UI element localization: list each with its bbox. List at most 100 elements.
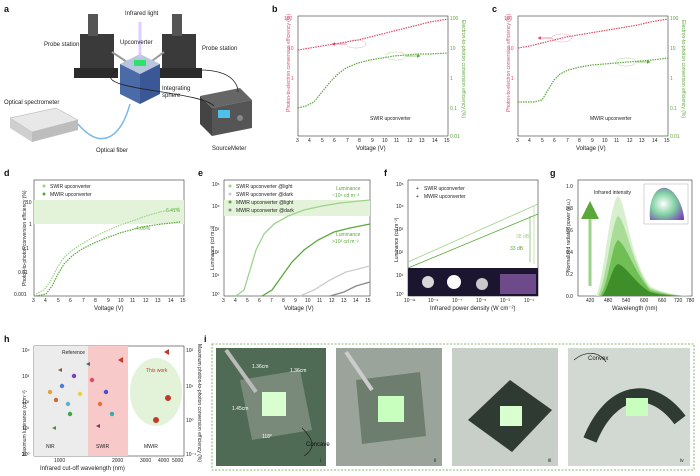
svg-text:780: 780 — [686, 298, 695, 304]
svg-text:0.1: 0.1 — [670, 106, 677, 112]
svg-text:10³: 10³ — [22, 374, 30, 380]
plot-e-frame — [223, 179, 371, 297]
plot-h-region-nir: NIR — [46, 444, 55, 450]
svg-text:10: 10 — [305, 298, 311, 304]
sub-label-iii: iii — [548, 458, 551, 464]
cie-diagram — [649, 187, 684, 220]
svg-text:SWIR upconverter: SWIR upconverter — [424, 186, 465, 192]
svg-text:1.0: 1.0 — [566, 184, 573, 190]
plot-e-series-swir-light — [235, 199, 371, 297]
dim-label-3: 1.45cm — [232, 406, 248, 412]
svg-text:0.01: 0.01 — [450, 134, 460, 140]
svg-text:10⁰: 10⁰ — [396, 292, 404, 298]
plot-d-annotation-swir: 6.41% — [166, 208, 181, 214]
svg-text:2000: 2000 — [112, 458, 123, 464]
svg-text:14: 14 — [652, 138, 658, 144]
svg-text:0.1: 0.1 — [22, 246, 29, 252]
svg-text:5: 5 — [246, 298, 249, 304]
label-upconverter: Upconverter — [120, 40, 153, 46]
plot-e-legend: SWIR upconverter @light SWIR upconverter… — [228, 184, 294, 214]
plot-d-legend-mwir: MWIR upconverter — [50, 192, 92, 198]
panel-d: d Photon-to-photon conversion efficiency… — [4, 168, 186, 312]
svg-text:12: 12 — [143, 298, 149, 304]
plot-b-series-pe — [297, 18, 449, 51]
plot-c-x-ticks: 3 4 5 6 7 8 9 10 11 12 13 14 15 — [516, 138, 670, 144]
svg-text:6: 6 — [333, 138, 336, 144]
concave-label: Concave — [306, 442, 330, 448]
svg-text:10⁻³: 10⁻³ — [500, 298, 510, 304]
integrating-sphere-illustration — [120, 22, 160, 104]
plot-d-y-ticks: 10 1 0.1 0.01 0.001 — [14, 200, 32, 298]
svg-text:0.8: 0.8 — [566, 206, 573, 212]
svg-text:10: 10 — [382, 138, 388, 144]
spectrum-band-4 — [602, 264, 692, 296]
svg-text:420: 420 — [586, 298, 595, 304]
svg-text:10²: 10² — [396, 250, 404, 256]
plot-f-legend: + SWIR upconverter + MWIR upconverter — [416, 186, 466, 200]
panel-label-i: i — [204, 334, 207, 344]
svg-text:13: 13 — [155, 298, 161, 304]
plot-c-series-pe — [517, 18, 669, 49]
label-integrating: Integrating — [162, 86, 190, 92]
svg-text:5: 5 — [321, 138, 324, 144]
photo-moon-1 — [422, 276, 434, 288]
svg-text:10⁻⁹: 10⁻⁹ — [428, 298, 438, 304]
plot-b-frame — [297, 15, 449, 137]
plot-b-y1-ticks: 100 10 1 — [284, 16, 294, 82]
panel-f: f Luminance (cd m⁻²) Infrared power dens… — [384, 168, 539, 312]
svg-text:0.001: 0.001 — [14, 292, 27, 298]
svg-text:10¹: 10¹ — [186, 384, 194, 390]
svg-text:8: 8 — [94, 298, 97, 304]
svg-text:10: 10 — [118, 298, 124, 304]
svg-text:5000: 5000 — [172, 458, 183, 464]
plot-b-series-ep — [297, 52, 449, 109]
svg-text:10: 10 — [26, 200, 32, 206]
svg-text:+: + — [416, 186, 419, 192]
panel-label-f: f — [384, 168, 388, 178]
plot-h-y2-ticks: 10² 10¹ 10⁰ 10⁻¹ — [186, 348, 196, 458]
svg-text:10: 10 — [670, 46, 676, 52]
svg-text:6: 6 — [69, 298, 72, 304]
panel-c: c Photon-to-electron conversion efficien… — [492, 4, 686, 152]
plot-f-annotation-38db: 38 dB — [516, 234, 530, 240]
svg-text:SWIR upconverter @dark: SWIR upconverter @dark — [236, 192, 294, 198]
plot-d-legend-swir: SWIR upconverter — [50, 184, 91, 190]
photo-i-iii — [452, 348, 558, 466]
plot-c-y2-label: Electron-to-photon conversion efficiency… — [680, 20, 686, 118]
svg-text:10⁵: 10⁵ — [212, 182, 220, 188]
svg-text:1: 1 — [511, 76, 514, 82]
svg-text:9: 9 — [107, 298, 110, 304]
svg-text:0.0: 0.0 — [566, 294, 573, 300]
plot-g-x-ticks: 420 480 540 600 660 720 780 — [586, 298, 695, 304]
plot-g-x-label: Wavelength (nm) — [612, 306, 657, 312]
svg-text:3: 3 — [222, 298, 225, 304]
plot-d-x-ticks: 3 4 5 6 7 8 9 10 11 12 13 14 15 — [32, 298, 186, 304]
svg-text:10⁴: 10⁴ — [212, 204, 220, 210]
panel-a: a — [4, 4, 252, 154]
svg-text:1: 1 — [29, 222, 32, 228]
plot-b-note: SWIR upconverter — [370, 116, 411, 122]
plot-f-y-label: Luminance (cd m⁻²) — [394, 217, 400, 262]
plot-f-fit-swir — [407, 203, 539, 263]
svg-text:14: 14 — [353, 298, 359, 304]
svg-text:4: 4 — [44, 298, 47, 304]
svg-text:100: 100 — [670, 16, 679, 22]
panel-h: h Reference This work NIR SWIR MWIR — [4, 334, 202, 472]
plot-g-y-ticks: 0.0 0.2 0.4 0.6 0.8 1.0 — [566, 184, 573, 300]
svg-text:7: 7 — [82, 298, 85, 304]
svg-text:12: 12 — [407, 138, 413, 144]
svg-text:8: 8 — [282, 298, 285, 304]
probe-station-right-illustration — [147, 14, 202, 78]
photo-moon-3 — [476, 278, 488, 290]
panel-label-a: a — [4, 4, 10, 14]
svg-text:10⁴: 10⁴ — [22, 348, 30, 354]
plot-e-series-mwir-dark — [329, 281, 371, 297]
photo-i-concave — [216, 348, 326, 466]
spectrometer-illustration — [9, 107, 79, 142]
plot-h-x-ticks: 1000 2000 3000 4000 5000 — [54, 458, 183, 464]
label-probe-station-right: Probe station — [202, 46, 237, 52]
svg-text:10⁻¹: 10⁻¹ — [186, 452, 196, 458]
plot-h-swir-region — [88, 346, 128, 456]
svg-text:4: 4 — [528, 138, 531, 144]
